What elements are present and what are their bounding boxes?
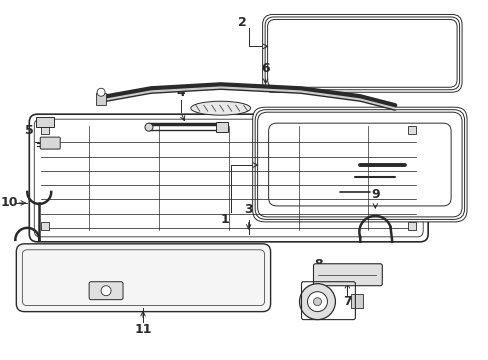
Polygon shape	[101, 84, 394, 110]
Text: 10: 10	[0, 197, 18, 210]
Circle shape	[101, 286, 111, 296]
FancyBboxPatch shape	[262, 14, 461, 92]
Bar	[407, 222, 415, 230]
Circle shape	[307, 292, 327, 312]
FancyBboxPatch shape	[313, 264, 382, 286]
Ellipse shape	[190, 101, 250, 115]
Text: 2: 2	[238, 16, 246, 29]
FancyBboxPatch shape	[255, 110, 464, 219]
Ellipse shape	[144, 123, 153, 131]
Text: 7: 7	[342, 295, 351, 308]
Text: 11: 11	[134, 323, 151, 336]
FancyBboxPatch shape	[16, 244, 270, 312]
Text: 3: 3	[244, 203, 252, 216]
Circle shape	[97, 88, 105, 96]
Bar	[96, 93, 106, 105]
Circle shape	[313, 298, 321, 306]
FancyBboxPatch shape	[257, 112, 461, 217]
Text: 1: 1	[220, 213, 229, 226]
Bar	[407, 126, 415, 134]
FancyBboxPatch shape	[264, 17, 459, 90]
Text: 8: 8	[313, 258, 322, 271]
Bar	[41, 222, 49, 230]
Bar	[351, 294, 363, 308]
FancyBboxPatch shape	[252, 107, 466, 222]
Bar	[41, 126, 49, 134]
Bar	[36, 117, 54, 127]
Circle shape	[299, 284, 335, 320]
Text: 9: 9	[370, 188, 379, 202]
FancyBboxPatch shape	[40, 137, 60, 149]
FancyBboxPatch shape	[267, 19, 456, 87]
Text: 4: 4	[176, 86, 185, 99]
FancyBboxPatch shape	[89, 282, 123, 300]
Bar	[215, 122, 227, 132]
FancyBboxPatch shape	[29, 114, 427, 242]
Text: 6: 6	[261, 62, 269, 75]
Text: 5: 5	[25, 123, 34, 137]
